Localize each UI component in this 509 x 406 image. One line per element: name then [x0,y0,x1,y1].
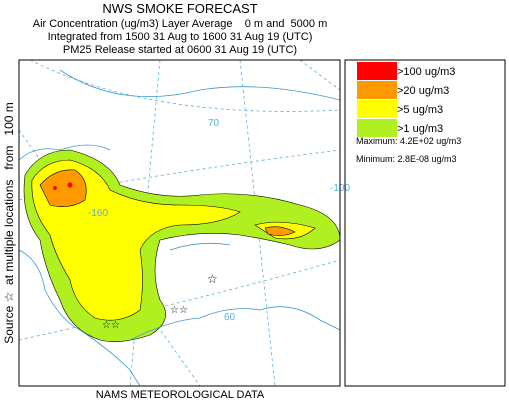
legend-swatch [357,100,397,118]
source-marker: ☆☆ [102,320,120,331]
graticule-label: 70 [208,118,220,129]
subtitle-line: PM25 Release started at 0600 31 Aug 19 (… [63,44,297,56]
legend-minimum: Minimum: 2.8E-08 ug/m3 [356,154,457,164]
footer: NAMS METEOROLOGICAL DATA [96,389,265,401]
subtitle-line: Air Concentration (ug/m3) Layer Average … [33,18,328,30]
source-marker: ☆ [207,272,218,286]
coastline [19,69,340,386]
legend-swatch [357,62,397,80]
legend-frame [344,59,506,387]
graticule-label: -160 [88,208,108,219]
legend-label: >1 ug/m3 [397,123,443,135]
source-marker: ☆☆ [170,305,188,316]
legend-swatch [357,119,397,137]
plume-gt20 [264,226,296,236]
title: NWS SMOKE FORECAST [102,1,257,16]
legend-label: >100 ug/m3 [397,66,455,78]
map: ☆ ☆☆ ☆☆ 70 -100 -160 60 [18,59,350,387]
plume-gt100 [67,182,73,188]
legend-maximum: Maximum: 4.2E+02 ug/m3 [356,136,461,146]
legend-label: >20 ug/m3 [397,85,449,97]
side-label: Source ☆ at multiple locations from 100 … [2,102,16,344]
map-frame [18,59,341,387]
subtitle-line: Integrated from 1500 31 Aug to 1600 31 A… [48,31,313,43]
plume-gt100 [53,186,57,190]
graticule-label: 60 [224,312,236,323]
legend-label: >5 ug/m3 [397,104,443,116]
plume-gt20 [39,169,87,207]
legend-swatch [357,81,397,99]
legend: Maximum: 4.2E+02 ug/m3 Minimum: 2.8E-08 … [344,59,506,387]
